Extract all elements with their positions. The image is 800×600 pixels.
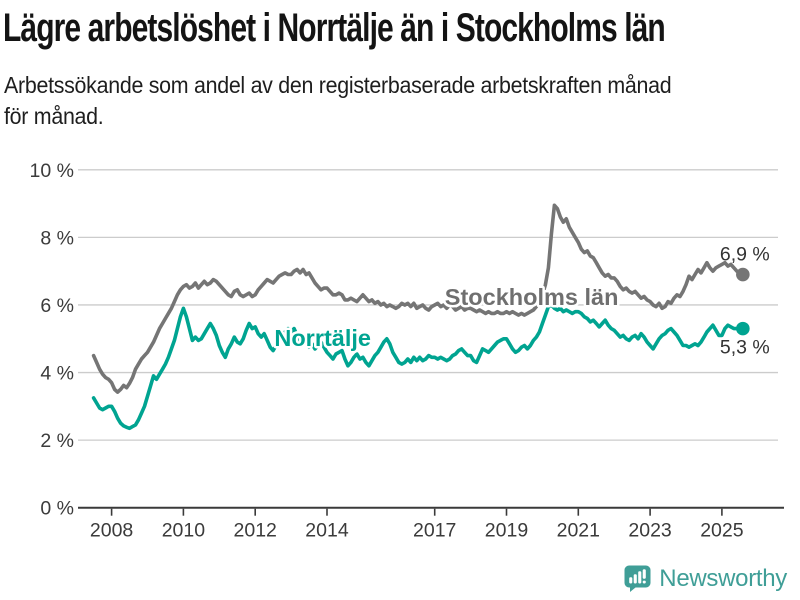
- x-tick-label-2008: 2008: [90, 520, 133, 542]
- newsworthy-wordmark: Newsworthy: [659, 564, 787, 592]
- newsworthy-logo: Newsworthy: [623, 564, 787, 593]
- x-tick-label-2012: 2012: [234, 520, 277, 542]
- x-tick-label-2025: 2025: [700, 520, 744, 542]
- series-line-norrtalje: [91, 303, 745, 431]
- end-value-label-norrtalje: 5,3 %: [720, 337, 770, 359]
- series-end-dot-norrtalje: [736, 321, 750, 336]
- newsworthy-icon: [624, 565, 651, 592]
- y-tick-label-4: 4 %: [40, 363, 74, 385]
- x-tick-label-2010: 2010: [162, 520, 206, 542]
- chart-title: Lägre arbetslöshet i Norrtälje än i Stoc…: [3, 6, 666, 50]
- x-tick-label-2014: 2014: [305, 520, 349, 542]
- x-tick-label-2023: 2023: [628, 520, 671, 542]
- x-tick-label-2017: 2017: [413, 520, 456, 542]
- y-tick-label-10: 10 %: [30, 160, 74, 182]
- series-end-dot-stockholms-lan: [736, 267, 750, 282]
- x-tick-label-2019: 2019: [485, 520, 528, 542]
- chart-subtitle: Arbetssökande som andel av den registerb…: [4, 70, 672, 132]
- chart-subtitle-line1: Arbetssökande som andel av den registerb…: [4, 72, 672, 98]
- y-tick-label-2: 2 %: [40, 430, 74, 452]
- y-tick-label-8: 8 %: [40, 227, 74, 249]
- end-value-label-stockholms-lan: 6,9 %: [720, 244, 770, 266]
- series-name-label-norrt-lje: Norrtälje: [274, 325, 371, 351]
- x-tick-label-2021: 2021: [557, 520, 600, 542]
- y-tick-label-0: 0 %: [40, 498, 74, 520]
- series-name-label-stockholms-l-n: Stockholms län: [445, 284, 619, 310]
- chart-subtitle-line2: för månad.: [4, 103, 104, 129]
- y-tick-label-6: 6 %: [40, 295, 74, 317]
- series-line-stockholms-lan: [91, 203, 745, 394]
